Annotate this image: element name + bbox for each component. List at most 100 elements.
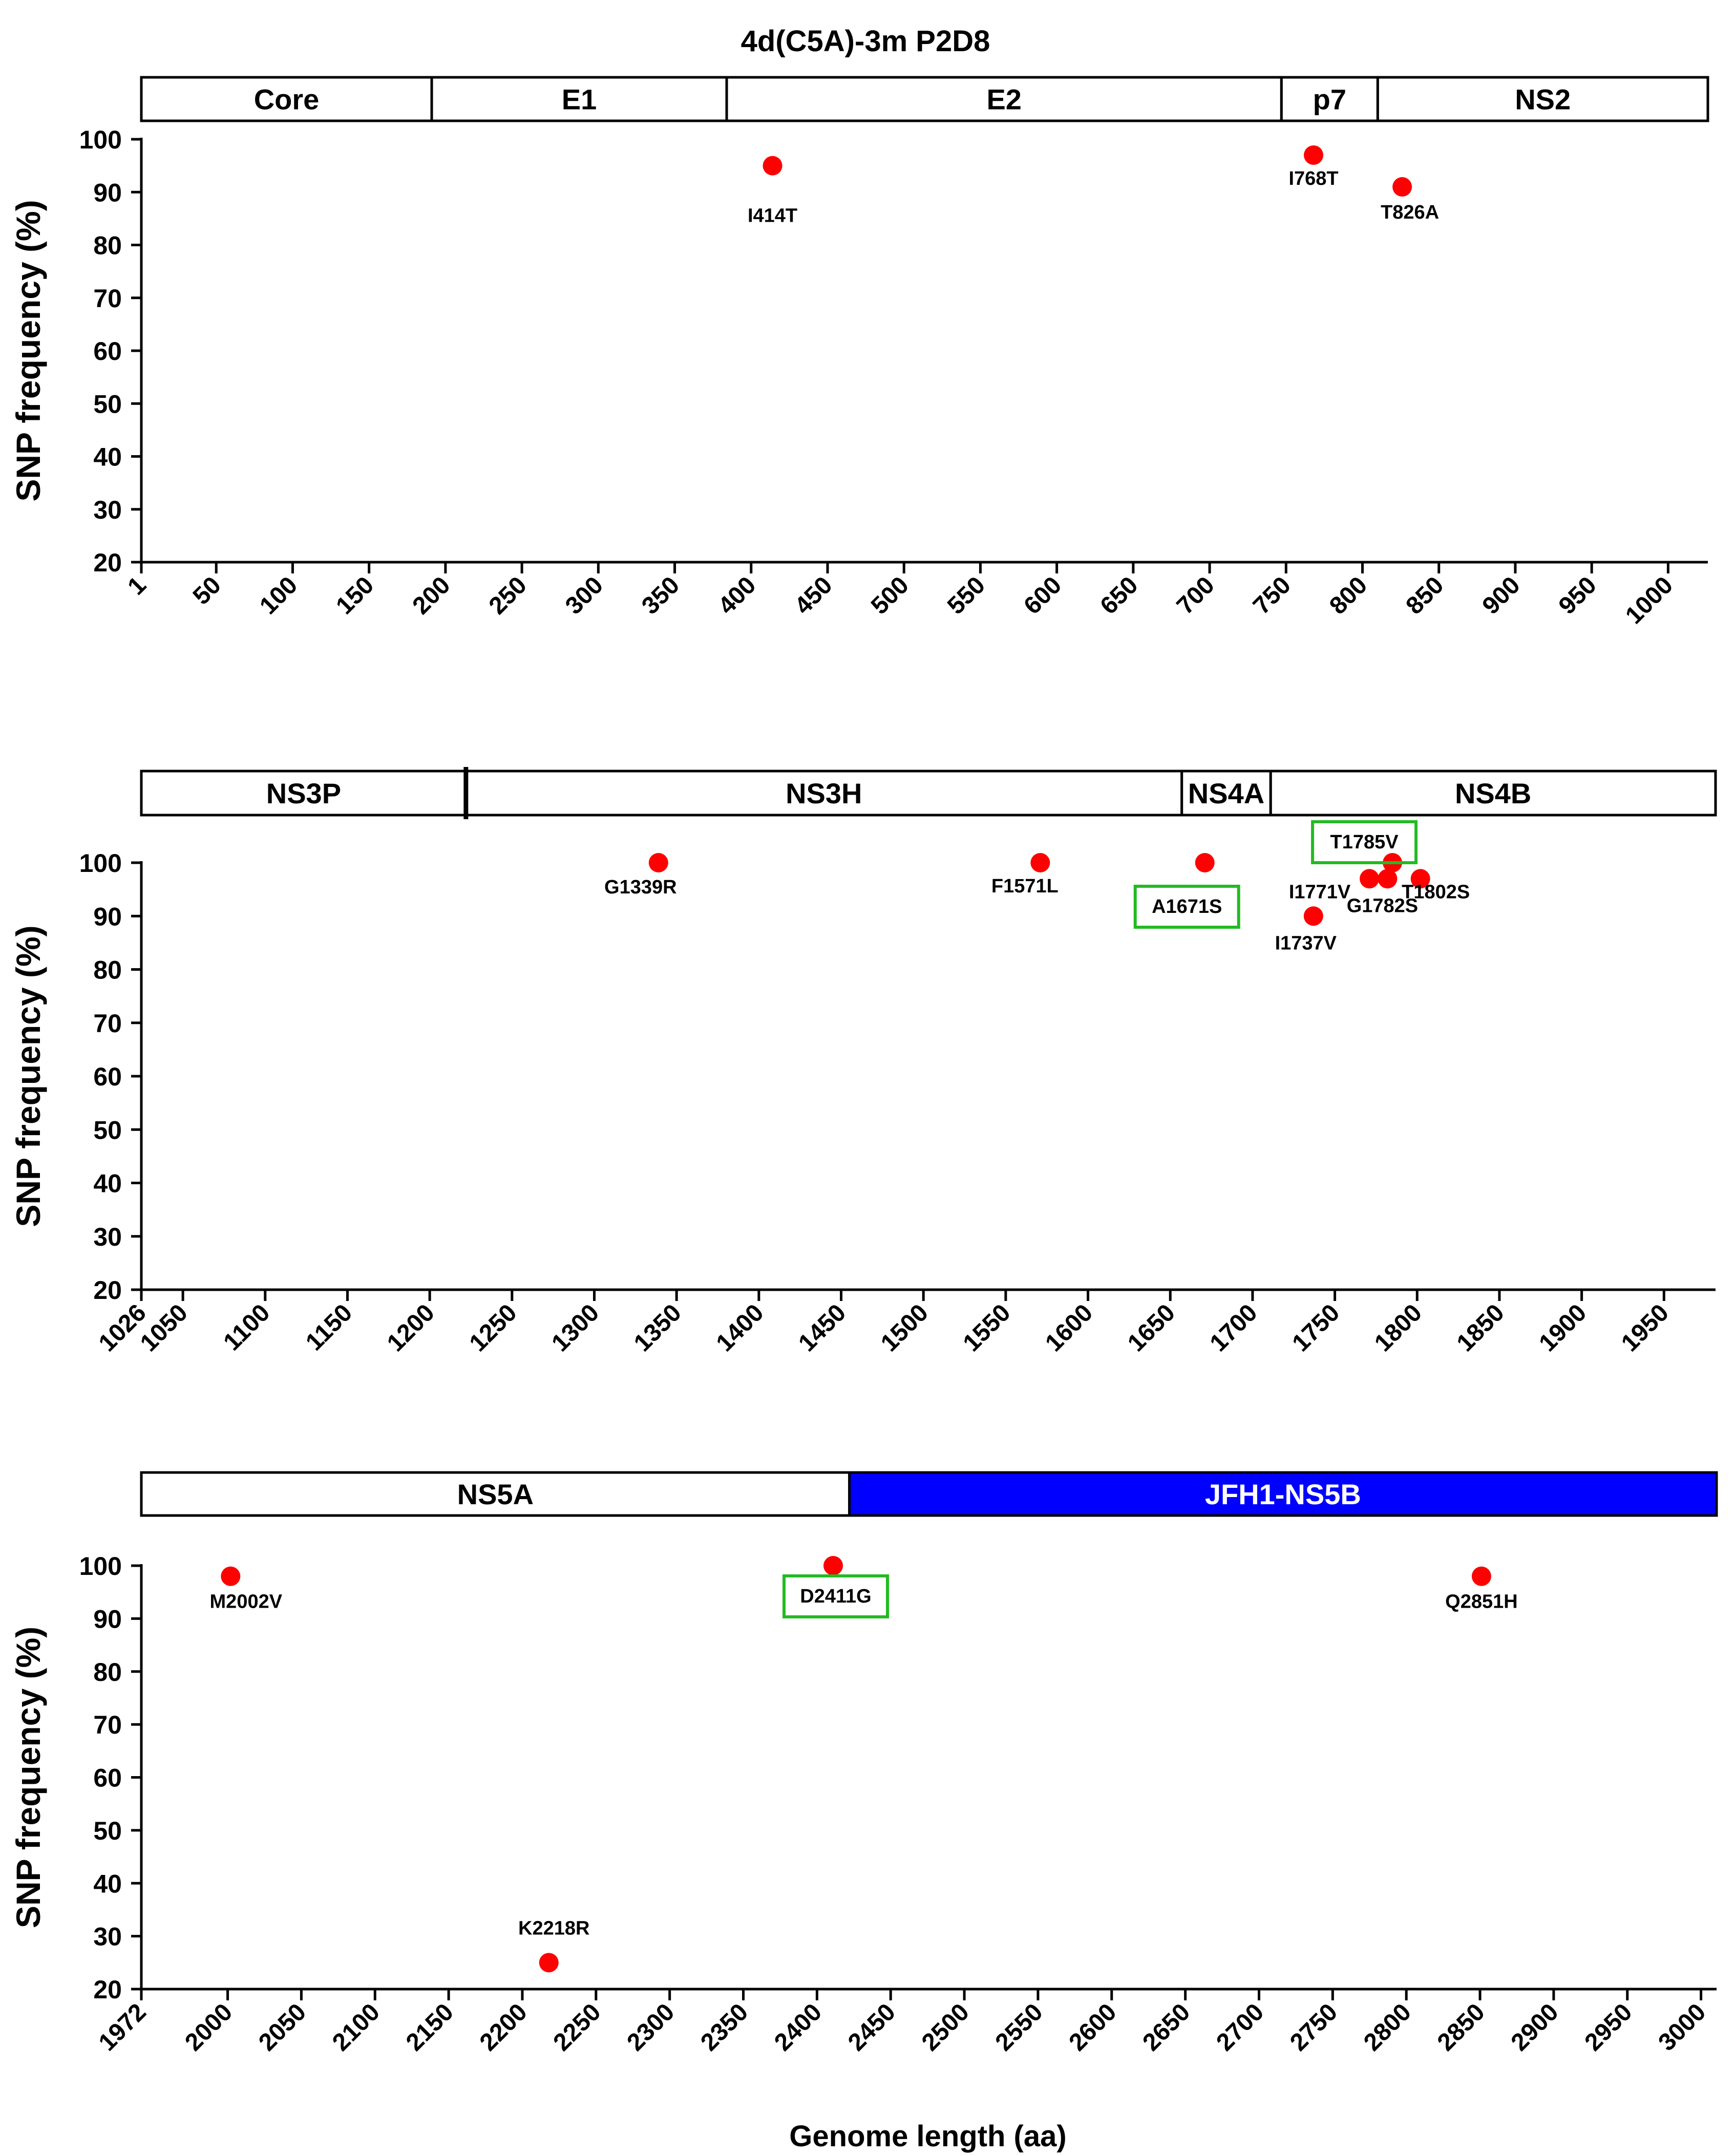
figure-title: 4d(C5A)-3m P2D8 [741, 25, 990, 58]
x-tick-label: 1150 [301, 1299, 357, 1356]
snp-label: I768T [1288, 168, 1338, 189]
x-tick-label: 2250 [548, 1998, 606, 2056]
snp-label: G1339R [604, 877, 677, 898]
x-tick-label: 1850 [1452, 1299, 1510, 1357]
x-tick-label: 2350 [695, 1998, 753, 2056]
x-tick-label: 1300 [546, 1299, 604, 1357]
x-tick-label: 100 [255, 571, 303, 620]
x-tick-label: 2700 [1211, 1998, 1269, 2056]
snp-label: A1671S [1152, 896, 1222, 917]
y-tick-label: 90 [93, 902, 122, 931]
x-tick-label: 2300 [622, 1998, 680, 2056]
x-tick-label: 950 [1554, 571, 1602, 620]
y-tick-label: 30 [93, 1223, 122, 1251]
region-e2 [725, 76, 1283, 122]
x-tick-label: 250 [484, 571, 532, 620]
x-tick-label: 1400 [711, 1299, 769, 1357]
region-jfh1-ns5b [848, 1471, 1718, 1517]
y-tick-label: 20 [93, 1276, 122, 1305]
snp-point-t1802s [1410, 869, 1430, 889]
x-tick-label: 1800 [1369, 1299, 1427, 1357]
panel-2: NS3P NS3H NS4A NS4B 20 30 40 50 60 70 80 90 100 SNP f… [9, 767, 1717, 1357]
x-tick-label: 2800 [1359, 1998, 1416, 2056]
y-tick-label: 50 [93, 390, 122, 418]
snp-label: F1571L [991, 876, 1059, 897]
x-tick-label: 1350 [629, 1299, 687, 1357]
region-label: E2 [986, 83, 1022, 116]
x-tick-label: 1750 [1287, 1299, 1345, 1357]
x-tick-label: 1972 [94, 1998, 152, 2056]
x-tick-label: 1550 [958, 1299, 1016, 1357]
region-ns5a [140, 1471, 851, 1517]
snp-point-i1771v [1360, 869, 1380, 889]
region-label: NS4A [1188, 777, 1264, 809]
snp-label: I1737V [1275, 932, 1337, 954]
region-label: NS5A [457, 1478, 534, 1510]
x-tick-label: 2100 [327, 1998, 385, 2056]
x-tick-label: 900 [1477, 571, 1526, 620]
y-tick-label: 100 [79, 1552, 122, 1581]
region-label: Core [254, 83, 320, 116]
x-tick-label: 2550 [990, 1998, 1048, 2056]
snp-point-i1737v [1303, 906, 1323, 926]
snp-point-m2002v [221, 1566, 241, 1586]
x-tick-label: 2750 [1285, 1998, 1343, 2056]
region-label: p7 [1313, 83, 1346, 116]
snp-point-k2218r [539, 1953, 559, 1973]
x-tick-label: 2000 [180, 1998, 238, 2056]
x-tick-label: 1026 [94, 1299, 152, 1357]
y-tick-label: 50 [93, 1817, 122, 1845]
x-tick-label: 2150 [401, 1998, 459, 2056]
x-tick-label: 750 [1248, 571, 1296, 620]
x-tick-label: 2900 [1506, 1998, 1564, 2056]
y-tick-label: 30 [93, 496, 122, 524]
highlight-box [782, 1574, 890, 1618]
snp-point-g1339r [648, 853, 668, 872]
region-ns2 [1376, 76, 1709, 122]
y-tick-label: 20 [93, 548, 122, 577]
x-tick-label: 500 [866, 571, 914, 620]
region-core [140, 76, 433, 122]
snp-point-a1671s [1195, 853, 1215, 872]
y-tick-label: 100 [79, 849, 122, 878]
region-label: NS4B [1455, 777, 1531, 809]
region-label: E1 [562, 83, 597, 116]
axes: 20 30 40 50 60 70 80 90 100 SNP frequency (%) 1972… [9, 1552, 1717, 2056]
x-tick-label: 1250 [464, 1299, 522, 1357]
x-tick-label: 1600 [1040, 1299, 1098, 1357]
data-points: M2002V K2218R D2411G Q2851H [210, 1556, 1518, 1973]
y-tick-label: 60 [93, 337, 122, 366]
y-axis-label: SNP frequency (%) [9, 925, 47, 1227]
x-tick-label: 1500 [876, 1299, 934, 1357]
y-tick-label: 60 [93, 1062, 122, 1091]
x-tick-label: 450 [790, 571, 838, 620]
x-tick-label: 1 [122, 571, 151, 600]
y-tick-label: 90 [93, 178, 122, 207]
snp-point-q2851h [1471, 1566, 1491, 1586]
x-axis-label: Genome length (aa) [789, 2120, 1066, 2153]
y-tick-label: 70 [93, 284, 122, 313]
snp-point-g1782s [1378, 869, 1398, 889]
y-tick-label: 70 [93, 1009, 122, 1038]
snp-label: I414T [748, 205, 797, 227]
region-bar: NS5A JFH1-NS5B [140, 1471, 1718, 1517]
panel-1: Core E1 E2 p7 NS2 20 30 40 50 60 70 80 90 100 SNP freq… [9, 76, 1709, 629]
y-tick-label: 40 [93, 443, 122, 472]
snp-label: G1782S [1347, 895, 1418, 916]
snp-label: T1785V [1330, 831, 1399, 853]
x-tick-label: 3000 [1653, 1998, 1711, 2056]
x-tick-label: 2600 [1064, 1998, 1122, 2056]
x-tick-label: 2400 [769, 1998, 827, 2056]
region-ns4b [1269, 770, 1717, 817]
y-axis-label: SNP frequency (%) [9, 200, 47, 501]
x-tick-label: 2950 [1580, 1998, 1638, 2056]
panel-3: NS5A JFH1-NS5B 20 30 40 50 60 70 80 90 100 SNP freq… [9, 1471, 1718, 2056]
y-tick-label: 40 [93, 1869, 122, 1898]
x-tick-label: 1650 [1123, 1299, 1180, 1357]
snp-label: M2002V [210, 1591, 283, 1613]
snp-label: I1771V [1289, 881, 1351, 903]
x-tick-label: 600 [1019, 571, 1067, 620]
y-tick-label: 20 [93, 1975, 122, 2004]
